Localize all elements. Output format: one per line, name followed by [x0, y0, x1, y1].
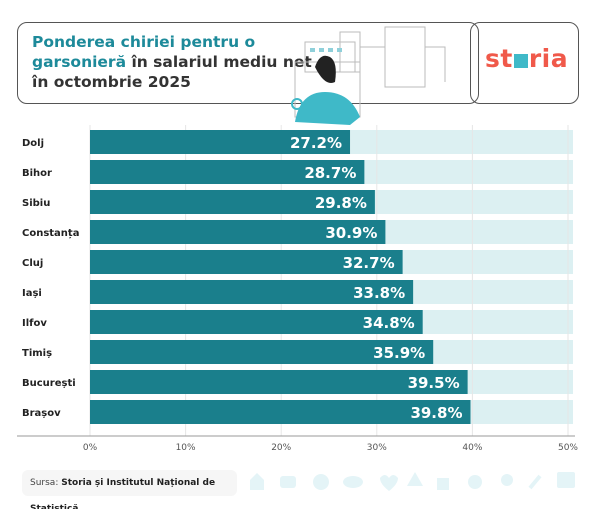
data-label: 35.9%	[373, 344, 425, 362]
storia-logo: st ria	[485, 44, 569, 73]
data-label: 27.2%	[290, 134, 342, 152]
x-tick-label: 20%	[271, 443, 291, 453]
category-label: București	[22, 378, 76, 389]
bar	[90, 340, 434, 364]
data-label: 33.8%	[353, 284, 405, 302]
heart-icon	[380, 475, 398, 491]
x-tick-label: 40%	[462, 443, 482, 453]
x-tick-label: 10%	[176, 443, 196, 453]
data-label: 39.5%	[408, 374, 460, 392]
x-tick-label: 30%	[367, 443, 387, 453]
bar	[90, 130, 351, 154]
cup-icon	[280, 476, 296, 488]
bar	[90, 250, 403, 274]
bar	[90, 280, 414, 304]
data-label: 28.7%	[304, 164, 356, 182]
flower-icon	[468, 475, 482, 489]
title-highlight: Ponderea chiriei pentru o garsonieră	[32, 33, 256, 71]
thumbs-up-icon	[437, 478, 449, 490]
source-note: Sursa: Storia și Institutul Național de …	[22, 470, 237, 509]
category-label: Sibiu	[22, 198, 50, 209]
tree-icon	[407, 472, 423, 486]
bar	[90, 220, 386, 244]
header-box	[17, 22, 479, 104]
bar	[90, 400, 471, 424]
decorative-icons-row	[250, 472, 575, 491]
house-icon	[250, 473, 264, 490]
chat-icon	[557, 472, 575, 488]
category-label: Cluj	[22, 258, 43, 269]
data-label: 39.8%	[410, 404, 462, 422]
data-label: 32.7%	[343, 254, 395, 272]
eye-icon	[343, 476, 363, 488]
bar	[90, 160, 365, 184]
key-icon	[528, 474, 542, 490]
bar	[90, 190, 375, 214]
illustration-city-woman	[291, 26, 446, 125]
category-label: Timiș	[22, 348, 52, 359]
bar	[90, 370, 468, 394]
data-label: 29.8%	[315, 194, 367, 212]
pin-icon	[501, 474, 513, 486]
data-label: 30.9%	[325, 224, 377, 242]
source-label: Sursa:	[30, 478, 59, 488]
x-tick-label: 50%	[558, 443, 578, 453]
category-label: Brașov	[22, 408, 61, 419]
bar-chart: 0% 10% 20% 30% 40% 50% Dolj 27.2% Bihor 28.7% Sibi…	[17, 125, 578, 453]
chart-title: Ponderea chiriei pentru o garsonieră în …	[32, 32, 312, 92]
category-label: Ilfov	[22, 318, 47, 329]
category-label: Iași	[22, 288, 42, 299]
x-tick-label: 0%	[83, 443, 98, 453]
smiley-icon	[313, 474, 329, 490]
category-label: Bihor	[22, 168, 52, 179]
data-label: 34.8%	[363, 314, 415, 332]
category-label: Constanța	[22, 228, 79, 239]
logo-box	[470, 22, 579, 104]
bar	[90, 310, 423, 334]
source-value: Storia și Institutul Național de Statist…	[30, 478, 216, 509]
title-rest: în salariul mediu net în octombrie 2025	[32, 53, 312, 91]
category-label: Dolj	[22, 138, 44, 149]
